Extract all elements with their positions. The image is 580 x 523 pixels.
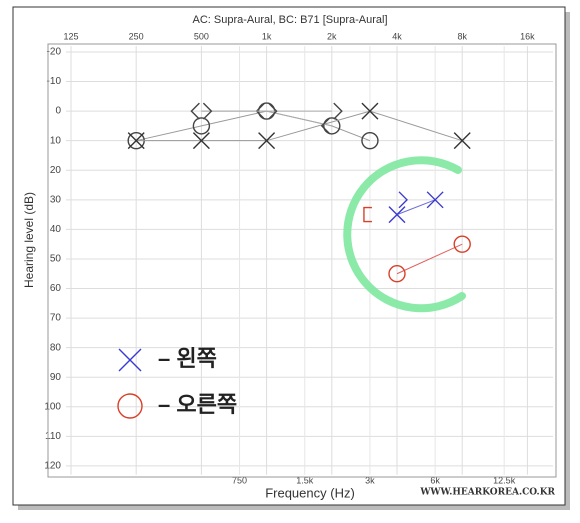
- x-tick-label: 4k: [392, 31, 402, 41]
- x-tick-label: 12.5k: [493, 475, 516, 485]
- series-line: [396, 199, 436, 216]
- y-tick-label: -20: [47, 47, 62, 58]
- x-tick-label: 1.5k: [296, 475, 314, 485]
- x-tick-label: 750: [232, 475, 247, 485]
- legend-marker: [118, 348, 142, 372]
- marker: [192, 117, 211, 135]
- marker: [258, 132, 276, 150]
- legend: – 왼쪽 – 오른쪽: [117, 346, 237, 419]
- marker: [453, 132, 471, 150]
- legend-marker: [117, 393, 143, 419]
- legend-label: – 왼쪽: [158, 346, 217, 371]
- x-tick-label: 500: [194, 31, 209, 41]
- marker: [363, 206, 372, 223]
- marker: [361, 131, 379, 150]
- x-tick-label: 2k: [327, 31, 337, 41]
- x-tick-label: 8k: [457, 31, 467, 41]
- x-tick-label: 3k: [365, 475, 375, 485]
- marker: [333, 102, 343, 120]
- x-axis-label: Frequency (Hz): [265, 485, 355, 500]
- x-tick-label: 16k: [520, 31, 535, 41]
- series-line: [396, 243, 463, 275]
- x-tick-label: 125: [63, 31, 78, 41]
- marker: [202, 102, 213, 120]
- watermark: WWW.HEARKOREA.CO.KR: [419, 488, 555, 498]
- marker: [398, 191, 408, 209]
- x-tick-label: 1k: [262, 31, 272, 41]
- x-tick-label: 250: [129, 31, 144, 41]
- chart-title: AC: Supra-Aural, BC: B71 [Supra-Aural]: [192, 14, 387, 26]
- marker: [388, 206, 406, 224]
- legend-item: – 오른쪽: [117, 392, 237, 419]
- y-tick-label: 70: [50, 313, 62, 324]
- y-tick-label: -10: [47, 76, 62, 87]
- y-axis-label: Hearing level (dB): [22, 192, 36, 288]
- legend-label: – 오른쪽: [158, 392, 237, 417]
- marker: [192, 132, 210, 150]
- frame: [12, 6, 566, 506]
- marker: [453, 235, 471, 253]
- y-tick-label: 90: [50, 372, 62, 383]
- marker: [323, 117, 341, 135]
- marker: [361, 102, 379, 120]
- y-tick-label: 10: [50, 135, 62, 146]
- y-tick-label: 110: [45, 431, 61, 442]
- y-tick-label: 120: [44, 461, 61, 472]
- marker: [190, 102, 200, 120]
- marker: [127, 132, 145, 150]
- y-tick-label: 30: [50, 194, 62, 205]
- plot-border: [47, 43, 557, 478]
- grid: -20 -10 0 10 20 30 40 50 60 70 80 90 100 110 120 125 250…: [44, 31, 553, 485]
- y-tick-label: 100: [44, 401, 61, 412]
- marker: [388, 265, 406, 283]
- marker: [426, 191, 444, 209]
- marker: [320, 117, 331, 135]
- legend-item: – 왼쪽: [118, 346, 217, 372]
- plot: [127, 102, 471, 283]
- highlight-circle: [343, 156, 466, 313]
- x-tick-label: 6k: [430, 475, 440, 485]
- y-tick-label: 60: [50, 283, 62, 294]
- y-tick-label: 50: [50, 254, 62, 265]
- y-tick-label: 80: [50, 342, 62, 353]
- y-tick-label: 20: [50, 165, 62, 176]
- y-tick-label: 40: [50, 224, 62, 235]
- marker: [268, 102, 278, 120]
- y-tick-label: 0: [55, 106, 61, 117]
